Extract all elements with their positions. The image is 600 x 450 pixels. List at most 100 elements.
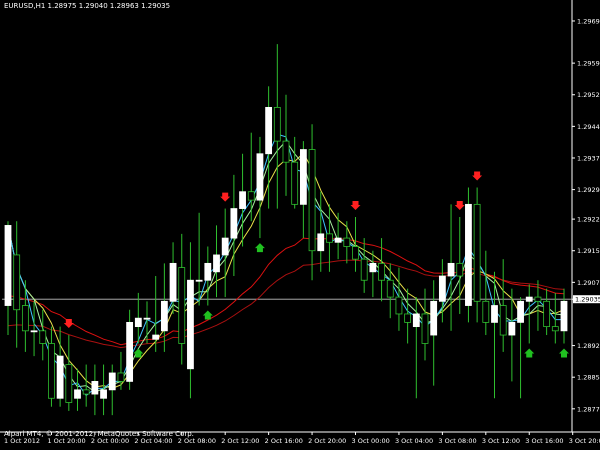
bull-candle [299,149,307,205]
x-tick-label: 3 Oct 12:00 [482,437,520,445]
bear-candle [82,389,90,395]
arrow-down-icon [220,192,231,202]
bear-candle [534,296,542,302]
bear-candle [13,254,21,311]
bear-candle [65,364,73,403]
bear-candle [326,233,333,243]
bull-candle [74,389,81,399]
bear-candle [421,313,429,344]
y-tick-label: 1.28850 [577,374,600,382]
x-tick-label: 2 Oct 04:00 [134,437,172,445]
bear-candle [282,140,290,163]
bull-candle [447,262,455,277]
y-tick-label: 1.29445 [577,123,600,131]
copyright-text: Alpari MT4, © 2001-2012, MetaQuotes Soft… [4,430,194,438]
ma-dark-red-line [7,259,565,349]
bull-candle [525,296,533,302]
bear-candle [395,296,403,315]
bull-candle [100,389,107,399]
bull-candle [30,330,38,333]
bear-candle [352,246,359,260]
bear-candle [308,149,316,252]
arrow-down-icon [63,319,74,329]
x-tick-label: 2 Oct 20:00 [308,437,346,445]
ma-red-line [7,237,565,346]
bear-candle [360,258,368,281]
bear-candle [404,313,412,323]
bull-candle [256,153,264,201]
current-price-label: 1.29035 [575,296,600,304]
bull-candle [204,262,212,281]
bull-candle [169,262,177,302]
bull-candle [438,275,446,302]
x-tick-label: 2 Oct 00:00 [91,437,129,445]
bull-candle [187,279,194,370]
bear-candle [48,343,55,399]
bull-candle [491,305,498,323]
open-value: 1.28975 [47,2,77,10]
bear-candle [39,330,47,344]
x-tick-label: 3 Oct 04:00 [395,437,433,445]
arrow-up-icon [559,348,569,358]
bear-candle [551,326,559,332]
bull-candle [108,372,116,391]
arrow-up-icon [524,348,535,358]
bull-candle [134,317,142,328]
bull-candle [334,237,342,243]
bear-candle [482,300,490,323]
y-tick-label: 1.29520 [577,91,600,99]
arrow-down-icon [454,201,465,210]
bull-candle [430,300,438,336]
bull-candle [152,334,160,340]
x-tick-label: 3 Oct 20:00 [569,437,600,445]
y-tick-label: 1.29075 [577,279,600,287]
symbol-label: EURUSD,H1 [4,2,46,10]
x-tick-label: 2 Oct 16:00 [265,437,303,445]
bull-candle [160,300,168,332]
bull-candle [230,208,238,239]
x-tick-label: 1 Oct 20:00 [47,437,85,445]
bull-candle [369,262,377,273]
arrow-down-icon [350,201,361,210]
current-price-box [573,295,600,304]
bear-candle [247,191,255,201]
y-tick-label: 1.29150 [577,247,600,255]
bull-candle [317,233,325,252]
bull-candle [239,191,246,209]
x-tick-label: 3 Oct 16:00 [525,437,563,445]
bull-candle [4,225,12,306]
y-tick-label: 1.28925 [577,342,600,350]
y-tick-label: 1.29695 [577,17,600,25]
bull-candle [195,279,203,282]
bear-candle [273,106,281,142]
bull-candle [56,355,64,399]
bear-candle [456,262,464,277]
y-tick-label: 1.29370 [577,154,600,162]
bear-candle [21,305,29,332]
bull-candle [465,203,472,306]
bear-candle [343,237,351,247]
bear-candle [291,161,299,205]
close-value: 1.29035 [141,2,171,10]
low-value: 1.28963 [109,2,139,10]
x-tick-label: 1 Oct 2012 [4,437,40,445]
bull-candle [126,321,134,382]
bear-candle [378,262,385,281]
x-tick-label: 3 Oct 08:00 [438,437,476,445]
bull-candle [213,254,220,273]
bull-candle [508,321,516,336]
bull-candle [412,313,420,328]
y-tick-label: 1.29595 [577,60,600,68]
bear-candle [499,305,507,336]
arrow-up-icon [202,310,213,320]
high-value: 1.29040 [78,2,108,10]
x-tick-label: 2 Oct 12:00 [221,437,259,445]
bull-candle [560,300,568,332]
y-tick-label: 1.28775 [577,405,600,413]
y-tick-label: 1.29295 [577,186,600,194]
bear-candle [117,372,125,382]
arrow-up-icon [133,348,144,358]
bull-candle [517,300,524,323]
